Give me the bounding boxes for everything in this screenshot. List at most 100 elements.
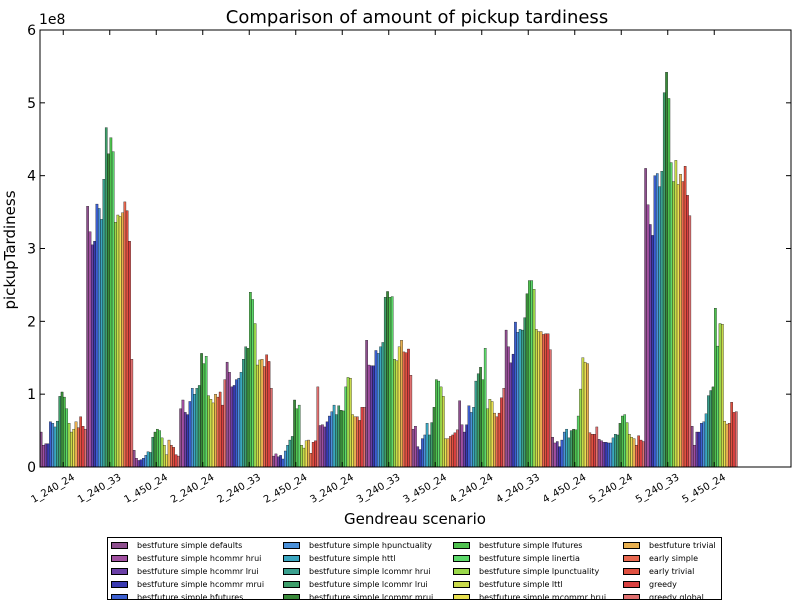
bar-1_240_33-series-19	[130, 359, 134, 468]
plot-frame	[39, 29, 792, 468]
bar-2_240_24-series-4	[188, 401, 192, 468]
x-tick-label: 5_240_33	[634, 472, 681, 506]
bar-2_450_24-series-4	[281, 458, 285, 468]
bar-5_450_24-series-8	[709, 390, 713, 468]
bar-4_450_24-series-15	[586, 363, 589, 468]
bar-1_240_24-series-11	[65, 408, 69, 468]
bar-2_450_24-series-0	[272, 455, 275, 468]
bar-5_450_24-series-9	[711, 386, 715, 468]
bar-1_450_24-series-6	[146, 451, 150, 468]
bar-5_240_24-series-13	[628, 434, 631, 468]
legend-swatch	[453, 542, 470, 549]
chart-title: Comparison of amount of pickup tardiness	[226, 7, 608, 28]
x-tick-label: 1_240_33	[76, 472, 123, 506]
bar-1_450_24-series-2	[137, 460, 141, 468]
bar-5_240_33-series-19	[688, 215, 692, 468]
bar-1_240_24-series-16	[77, 427, 80, 468]
legend-label: bestfuture simple lpunctuality	[479, 567, 600, 576]
bar-2_450_24-series-19	[316, 386, 320, 468]
bar-4_240_33-series-12	[532, 289, 536, 468]
bar-4_240_24-series-10	[481, 379, 485, 468]
legend-swatch	[623, 594, 640, 599]
bar-3_450_24-series-3	[418, 449, 422, 468]
bar-2_240_24-series-18	[221, 404, 224, 468]
bar-5_240_24-series-19	[642, 441, 645, 468]
bar-1_240_33-series-17	[125, 210, 129, 468]
bar-2_240_24-series-10	[202, 363, 206, 468]
legend-swatch	[623, 542, 640, 549]
bar-3_450_24-series-10	[435, 379, 438, 468]
bar-5_240_33-series-0	[644, 168, 647, 468]
bar-5_240_33-series-2	[649, 224, 652, 468]
bar-3_240_24-series-10	[342, 410, 345, 468]
bar-2_240_33-series-1	[228, 372, 231, 468]
bar-5_240_33-series-15	[679, 174, 682, 468]
bar-5_240_24-series-6	[611, 437, 615, 468]
bar-3_450_24-series-18	[453, 432, 457, 468]
bar-3_240_33-series-3	[372, 365, 375, 468]
bar-3_240_33-series-10	[388, 297, 392, 468]
bar-3_240_24-series-14	[351, 414, 354, 468]
bar-3_240_33-series-1	[367, 364, 371, 468]
bar-2_450_24-series-17	[311, 442, 315, 468]
bar-1_240_24-series-2	[44, 443, 48, 468]
legend-swatch	[283, 568, 300, 575]
bar-4_240_33-series-5	[516, 332, 520, 468]
bar-1_240_24-series-13	[70, 431, 73, 468]
bar-5_240_24-series-0	[597, 439, 601, 468]
y-tick-label: 5	[27, 96, 36, 112]
x-tick-label: 2_450_24	[262, 472, 309, 506]
bar-3_450_24-series-12	[439, 386, 443, 468]
bar-5_240_33-series-16	[681, 181, 685, 468]
bar-3_240_24-series-16	[356, 416, 359, 468]
bar-4_240_24-series-1	[460, 424, 464, 468]
bar-4_240_33-series-7	[521, 329, 524, 468]
bar-5_240_24-series-11	[623, 414, 627, 468]
bar-4_240_24-series-3	[465, 424, 468, 468]
bar-1_240_24-series-5	[51, 423, 55, 468]
x-tick-label: 4_450_24	[541, 472, 588, 506]
bar-1_450_24-series-14	[165, 454, 168, 468]
bar-1_450_24-series-18	[174, 454, 178, 468]
bar-4_450_24-series-16	[588, 432, 592, 468]
bar-4_240_33-series-4	[514, 321, 517, 468]
bar-4_240_33-series-1	[507, 346, 510, 468]
bar-1_240_33-series-1	[88, 231, 92, 468]
bar-2_240_24-series-13	[209, 399, 213, 468]
bar-5_240_33-series-14	[676, 184, 680, 468]
bar-1_450_24-series-1	[135, 458, 138, 468]
bar-1_450_24-series-8	[151, 436, 155, 468]
bar-1_240_33-series-16	[123, 201, 127, 468]
bar-4_450_24-series-11	[576, 415, 580, 468]
bar-3_450_24-series-0	[411, 428, 415, 468]
bar-5_240_33-series-4	[653, 175, 657, 468]
bar-1_240_24-series-9	[60, 391, 64, 468]
legend-label: bestfuture simple lcommr lrui	[309, 580, 428, 589]
bar-4_450_24-series-2	[556, 441, 559, 468]
bar-1_240_24-series-8	[58, 396, 62, 468]
x-tick-label: 3_240_24	[309, 472, 356, 506]
bar-4_240_33-series-8	[523, 317, 527, 468]
bar-2_240_24-series-12	[207, 395, 210, 468]
bar-1_240_24-series-1	[42, 444, 45, 468]
bar-3_240_33-series-17	[404, 352, 408, 468]
bar-2_450_24-series-2	[276, 456, 280, 468]
bar-3_240_24-series-0	[318, 425, 322, 468]
bar-1_240_24-series-10	[63, 396, 66, 468]
legend-label: greedy	[649, 580, 677, 589]
bar-3_240_33-series-14	[397, 346, 401, 468]
bar-4_240_24-series-17	[497, 412, 501, 468]
bar-2_450_24-series-5	[283, 450, 287, 468]
bar-4_450_24-series-4	[560, 439, 564, 468]
bar-5_240_24-series-14	[630, 436, 633, 468]
legend-swatch	[453, 581, 470, 588]
bar-3_240_33-series-7	[381, 342, 385, 468]
x-tick-label: 2_240_24	[169, 472, 216, 506]
bar-3_450_24-series-6	[425, 423, 429, 468]
legend-label: bestfuture simple hfutures	[137, 593, 244, 600]
bar-3_240_24-series-8	[337, 405, 341, 468]
bar-2_450_24-series-7	[288, 439, 292, 468]
bar-5_240_33-series-12	[672, 181, 675, 468]
bar-1_240_33-series-15	[121, 212, 124, 468]
bar-1_450_24-series-9	[153, 431, 157, 468]
